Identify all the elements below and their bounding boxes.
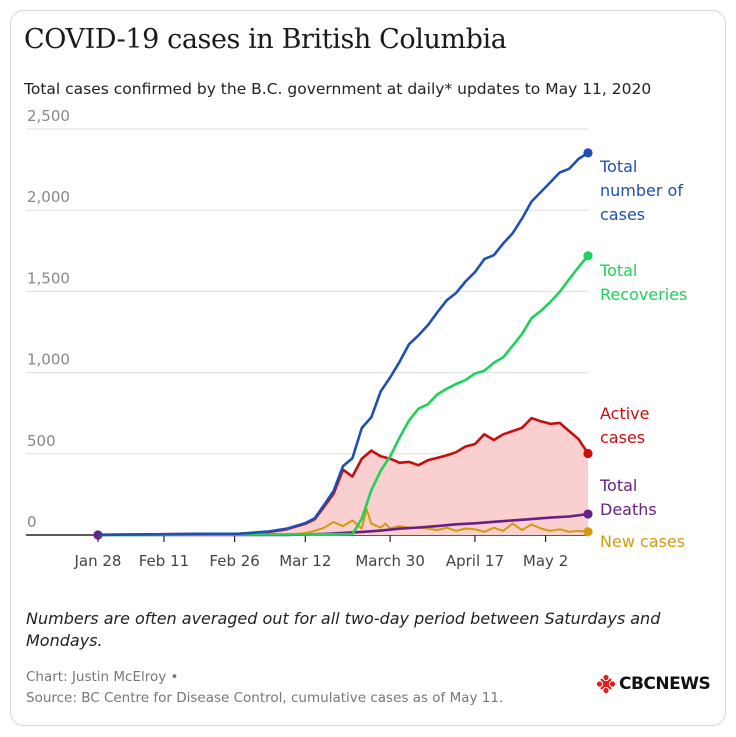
x-tick-label: Feb 26 — [209, 552, 259, 570]
chart-subtitle: Total cases confirmed by the B.C. govern… — [24, 80, 652, 98]
total-recoveries-label: Total — [599, 261, 637, 280]
logo-text: CBCNEWS — [619, 674, 711, 694]
x-tick-label: Feb 11 — [139, 552, 189, 570]
cbc-news-logo: CBCNEWS — [596, 674, 711, 694]
y-tick-label: 1,000 — [27, 351, 70, 369]
credit-source: Source: BC Centre for Disease Control, c… — [26, 690, 504, 706]
total-deaths-label: Deaths — [600, 500, 657, 519]
y-tick-label: 2,500 — [27, 110, 70, 125]
total-recoveries-line — [97, 254, 589, 537]
active-cases-area — [98, 418, 588, 535]
chart-credit: Chart: Justin McElroy • Source: BC Centr… — [26, 667, 503, 709]
total-deaths-end-dot — [583, 509, 593, 519]
y-tick-label: 500 — [27, 432, 56, 450]
new-cases-line — [97, 508, 589, 536]
total-number-of-cases-line — [97, 151, 589, 537]
total-number-of-cases-label: Total — [599, 157, 637, 176]
x-tick-label: March 30 — [355, 552, 425, 570]
credit-author: Chart: Justin McElroy • — [26, 669, 179, 685]
cbc-gem-icon — [596, 674, 616, 694]
total-deaths-label: Total — [599, 476, 637, 495]
new-cases-label: New cases — [600, 532, 685, 551]
active-cases-end-dot — [583, 448, 593, 459]
new-cases-end-dot — [583, 527, 593, 537]
y-tick-label: 1,500 — [27, 269, 70, 287]
x-tick-label: Mar 12 — [279, 552, 331, 570]
total-number-of-cases-label: number of — [600, 181, 683, 200]
total-recoveries-label: Recoveries — [600, 285, 687, 304]
total-number-of-cases-label: cases — [600, 205, 645, 224]
y-tick-label: 0 — [27, 513, 37, 531]
x-tick-label: May 2 — [523, 552, 568, 570]
active-cases-label: Active — [600, 404, 650, 423]
line-chart: 0 500 1,000 1,500 2,000 2,500 Jan 28 Feb 11 Feb … — [26, 110, 687, 570]
x-tick-label: Jan 28 — [74, 552, 122, 570]
chart-title: COVID-19 cases in British Columbia — [24, 24, 507, 55]
total-number-of-cases-end-dot — [583, 148, 593, 158]
chart-note: Numbers are often averaged out for all t… — [26, 609, 661, 650]
total-recoveries-end-dot — [583, 251, 593, 261]
x-tick-label: April 17 — [446, 552, 504, 570]
y-tick-label: 2,000 — [27, 188, 70, 206]
active-cases-label: cases — [600, 428, 645, 447]
